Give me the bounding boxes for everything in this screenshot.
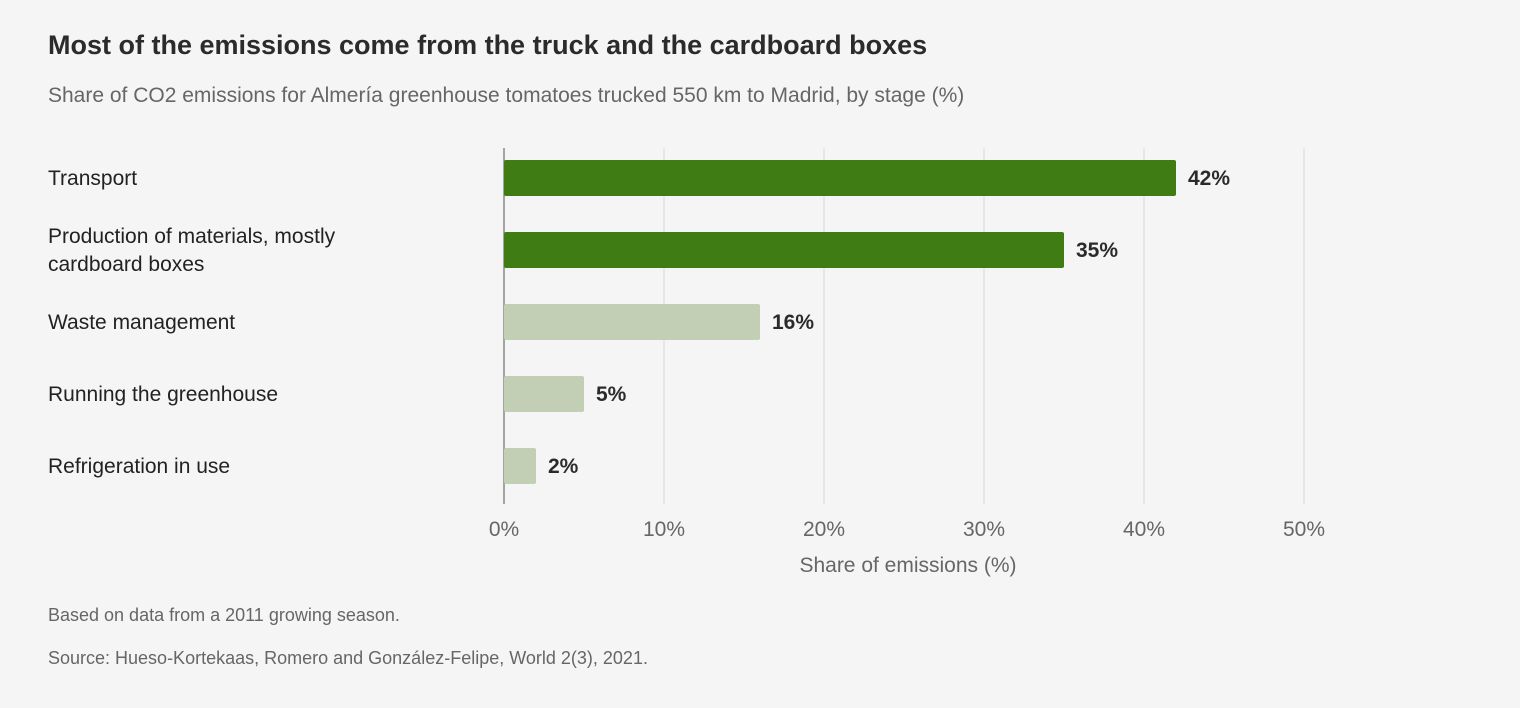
bars [504,160,1176,484]
chart-title: Most of the emissions come from the truc… [48,30,928,60]
x-tick-label: 30% [963,518,1005,541]
footnote: Based on data from a 2011 growing season… [48,605,400,625]
category-label: Production of materials, mostly cardboard… [48,225,336,276]
category-label-line: Transport [48,167,137,190]
bar [504,448,536,484]
x-axis-title: Share of emissions (%) [799,554,1016,577]
category-label-line: Refrigeration in use [48,455,230,478]
bar-chart: Transport Production of materials, mostly… [48,148,1325,577]
x-tick-label: 0% [489,518,519,541]
category-labels: Transport Production of materials, mostly… [48,167,336,478]
value-label: 42% [1188,167,1230,190]
x-tick-label: 50% [1283,518,1325,541]
x-tick-label: 40% [1123,518,1165,541]
value-label: 35% [1076,239,1118,262]
value-label: 5% [596,383,627,406]
x-tick-label: 10% [643,518,685,541]
x-tick-label: 20% [803,518,845,541]
value-label: 16% [772,311,814,334]
bar [504,304,760,340]
value-label: 2% [548,455,579,478]
category-label: Refrigeration in use [48,455,230,478]
category-label: Transport [48,167,137,190]
category-label: Running the greenhouse [48,383,278,406]
source-note: Source: Hueso-Kortekaas, Romero and Gonz… [48,648,648,668]
bar [504,232,1064,268]
x-tick-labels: 0% 10% 20% 30% 40% 50% [489,518,1325,541]
value-labels: 42% 35% 16% 5% 2% [548,167,1230,478]
category-label-line: Running the greenhouse [48,383,278,406]
bar [504,376,584,412]
category-label-line: Production of materials, mostly [48,225,336,248]
category-label-line: Waste management [48,311,235,334]
category-label: Waste management [48,311,235,334]
bar [504,160,1176,196]
chart-subtitle: Share of CO2 emissions for Almería green… [48,84,965,107]
category-label-line: cardboard boxes [48,253,204,276]
